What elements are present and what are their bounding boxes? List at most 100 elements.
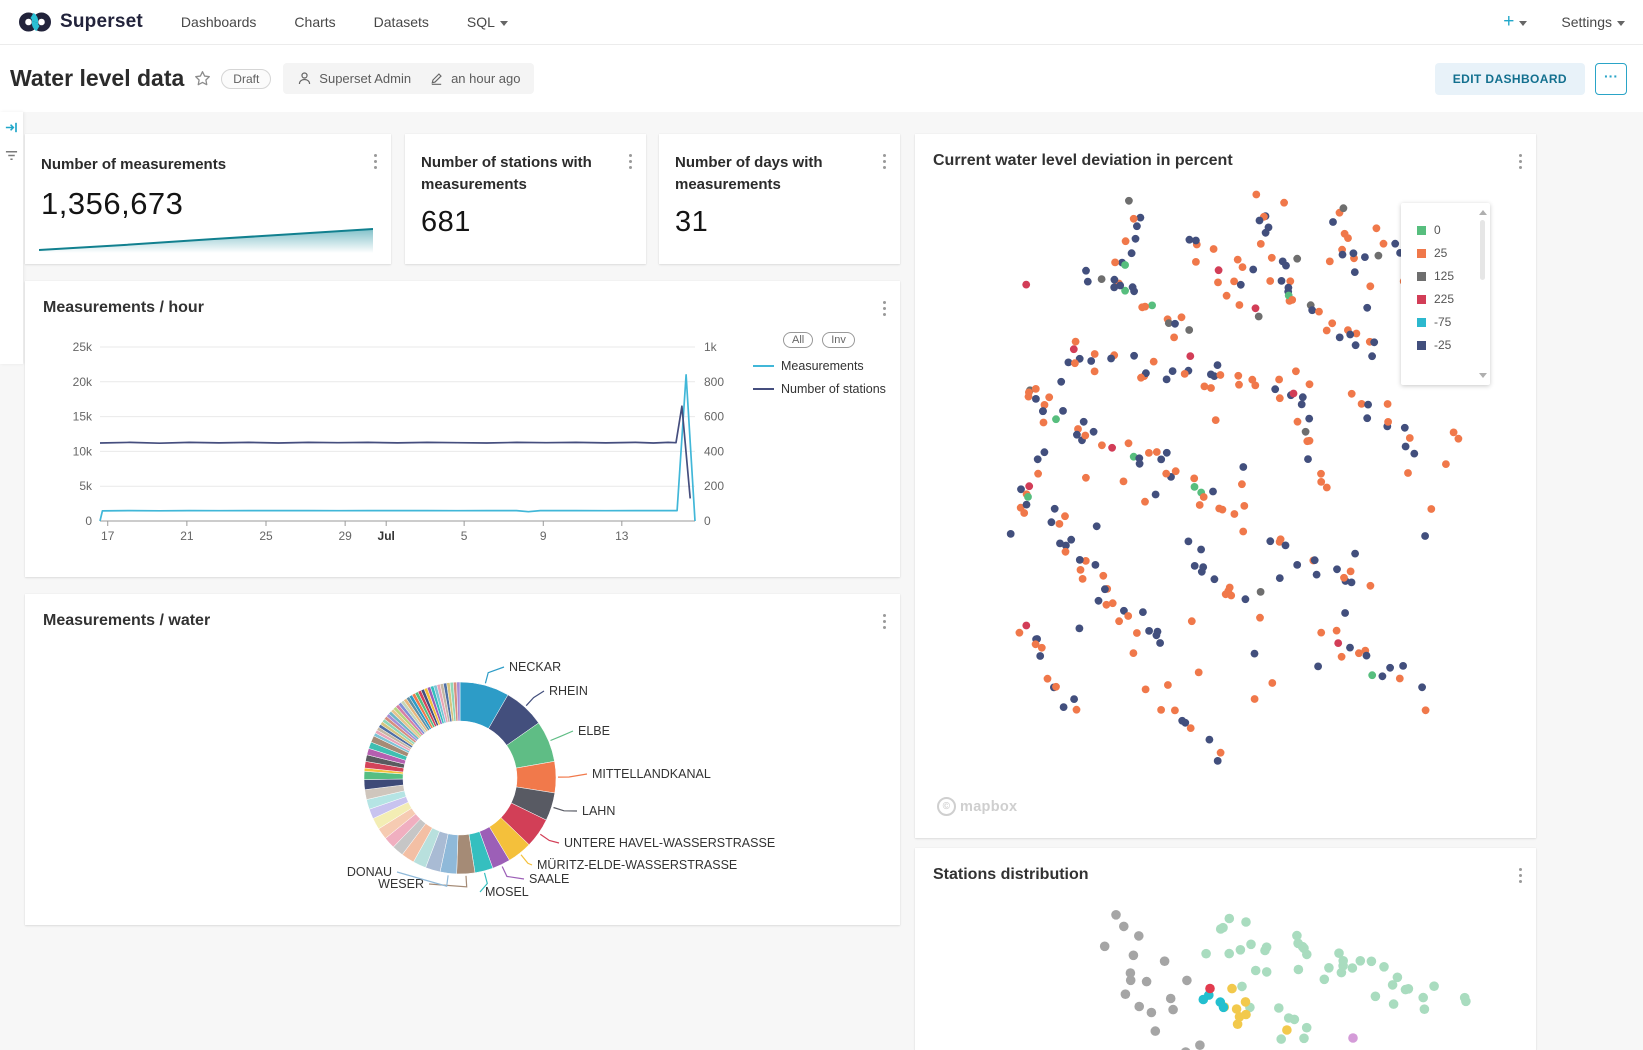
data-point — [1037, 643, 1046, 652]
donut-label: RHEIN — [549, 684, 588, 698]
expand-filter-bar-button[interactable] — [4, 120, 19, 135]
legend-value: 225 — [1434, 292, 1455, 306]
data-point — [1078, 575, 1087, 583]
data-point — [1310, 556, 1319, 565]
svg-text:200: 200 — [704, 479, 724, 493]
data-point — [1047, 518, 1056, 527]
data-point — [1384, 418, 1392, 426]
chart-menu-kebab-icon[interactable] — [881, 610, 888, 632]
nav-sql[interactable]: SQL — [467, 14, 508, 30]
chart-menu-kebab-icon[interactable] — [881, 150, 888, 172]
data-point — [1201, 948, 1211, 959]
nav-dashboards[interactable]: Dashboards — [180, 14, 257, 30]
data-point — [1240, 997, 1251, 1007]
legend-select-all-button[interactable]: All — [783, 332, 814, 348]
legend-item[interactable]: Measurements — [753, 359, 886, 373]
data-point — [1348, 1033, 1358, 1043]
data-point — [1236, 280, 1245, 289]
data-point — [1081, 431, 1090, 440]
modified-meta[interactable]: an hour ago — [429, 71, 520, 86]
svg-text:0: 0 — [85, 514, 92, 528]
data-point — [1250, 695, 1259, 703]
legend-invert-button[interactable]: Inv — [822, 332, 855, 348]
legend-swatch — [753, 388, 774, 390]
data-point — [1034, 469, 1042, 478]
map-legend-item[interactable]: -25 — [1417, 338, 1454, 352]
kpi-card-measurements: Number of measurements 1,356,673 — [25, 134, 391, 264]
data-point — [1317, 478, 1326, 486]
data-point — [1131, 234, 1140, 243]
mapbox-attribution[interactable]: © mapbox — [937, 797, 1017, 816]
new-item-button[interactable]: + — [1503, 11, 1528, 33]
scroll-down-icon[interactable] — [1479, 373, 1487, 378]
data-point — [1346, 567, 1355, 576]
map-legend-item[interactable]: 25 — [1417, 246, 1454, 260]
chart-menu-kebab-icon[interactable] — [627, 150, 634, 172]
data-point — [1135, 454, 1144, 463]
donut-slice[interactable] — [456, 681, 461, 722]
owner-meta[interactable]: Superset Admin — [297, 71, 411, 86]
data-point — [1256, 240, 1265, 248]
chart-menu-kebab-icon[interactable] — [881, 297, 888, 319]
data-point — [1120, 606, 1128, 615]
data-point — [1298, 393, 1307, 402]
data-point — [1162, 469, 1171, 478]
data-point — [1429, 981, 1439, 991]
data-point — [1241, 595, 1250, 604]
data-point — [1094, 596, 1103, 605]
data-point — [1181, 1047, 1191, 1050]
nav-datasets[interactable]: Datasets — [373, 14, 429, 30]
chart-menu-kebab-icon[interactable] — [372, 150, 379, 172]
page-title: Water level data — [10, 65, 185, 91]
data-point — [1149, 357, 1158, 366]
data-point — [1039, 418, 1048, 427]
data-point — [1039, 407, 1047, 416]
superset-logo[interactable]: Superset — [18, 10, 143, 34]
brand-name: Superset — [60, 11, 143, 32]
data-point — [1349, 249, 1358, 258]
owner-name: Superset Admin — [319, 71, 412, 86]
settings-menu[interactable]: Settings — [1561, 14, 1625, 30]
data-point — [1170, 333, 1178, 342]
data-point — [1233, 255, 1242, 264]
data-point — [1281, 541, 1290, 550]
series-line — [99, 373, 696, 522]
data-point — [1119, 921, 1129, 932]
legend-scrollbar[interactable] — [1477, 206, 1488, 382]
data-point — [1254, 312, 1263, 321]
legend-color-chip — [1417, 248, 1426, 258]
series-line — [99, 405, 692, 499]
data-point — [1325, 257, 1334, 266]
data-point — [1329, 218, 1337, 226]
more-options-button[interactable]: ··· — [1595, 62, 1627, 95]
legend-item[interactable]: Number of stations — [753, 382, 886, 396]
map-legend-item[interactable]: 0 — [1417, 223, 1454, 237]
filter-icon[interactable] — [4, 149, 19, 162]
data-point — [1372, 224, 1381, 233]
data-point — [1293, 561, 1302, 569]
data-point — [1171, 467, 1180, 476]
scroll-up-icon[interactable] — [1479, 210, 1487, 215]
data-point — [1099, 941, 1110, 952]
data-point — [1461, 996, 1471, 1007]
donut-label: LAHN — [582, 804, 615, 818]
data-point — [1171, 706, 1179, 715]
nav-charts[interactable]: Charts — [294, 14, 336, 30]
data-point — [1334, 948, 1344, 958]
stations-scatter — [1099, 910, 1471, 1050]
edit-dashboard-button[interactable]: EDIT DASHBOARD — [1434, 62, 1585, 95]
favorite-star-icon[interactable] — [194, 70, 211, 87]
data-point — [1156, 639, 1164, 647]
chart-menu-kebab-icon[interactable] — [1517, 150, 1524, 172]
data-point — [1449, 428, 1458, 437]
map-legend-item[interactable]: -75 — [1417, 315, 1454, 329]
map-legend-item[interactable]: 125 — [1417, 269, 1454, 283]
map-legend-item[interactable]: 225 — [1417, 292, 1454, 306]
chart-menu-kebab-icon[interactable] — [1517, 864, 1524, 886]
data-point — [1133, 629, 1141, 637]
data-point — [1235, 380, 1243, 389]
data-point — [1062, 541, 1070, 550]
data-point — [1194, 668, 1203, 677]
data-point — [1268, 679, 1277, 687]
scrollbar-thumb[interactable] — [1480, 220, 1485, 280]
